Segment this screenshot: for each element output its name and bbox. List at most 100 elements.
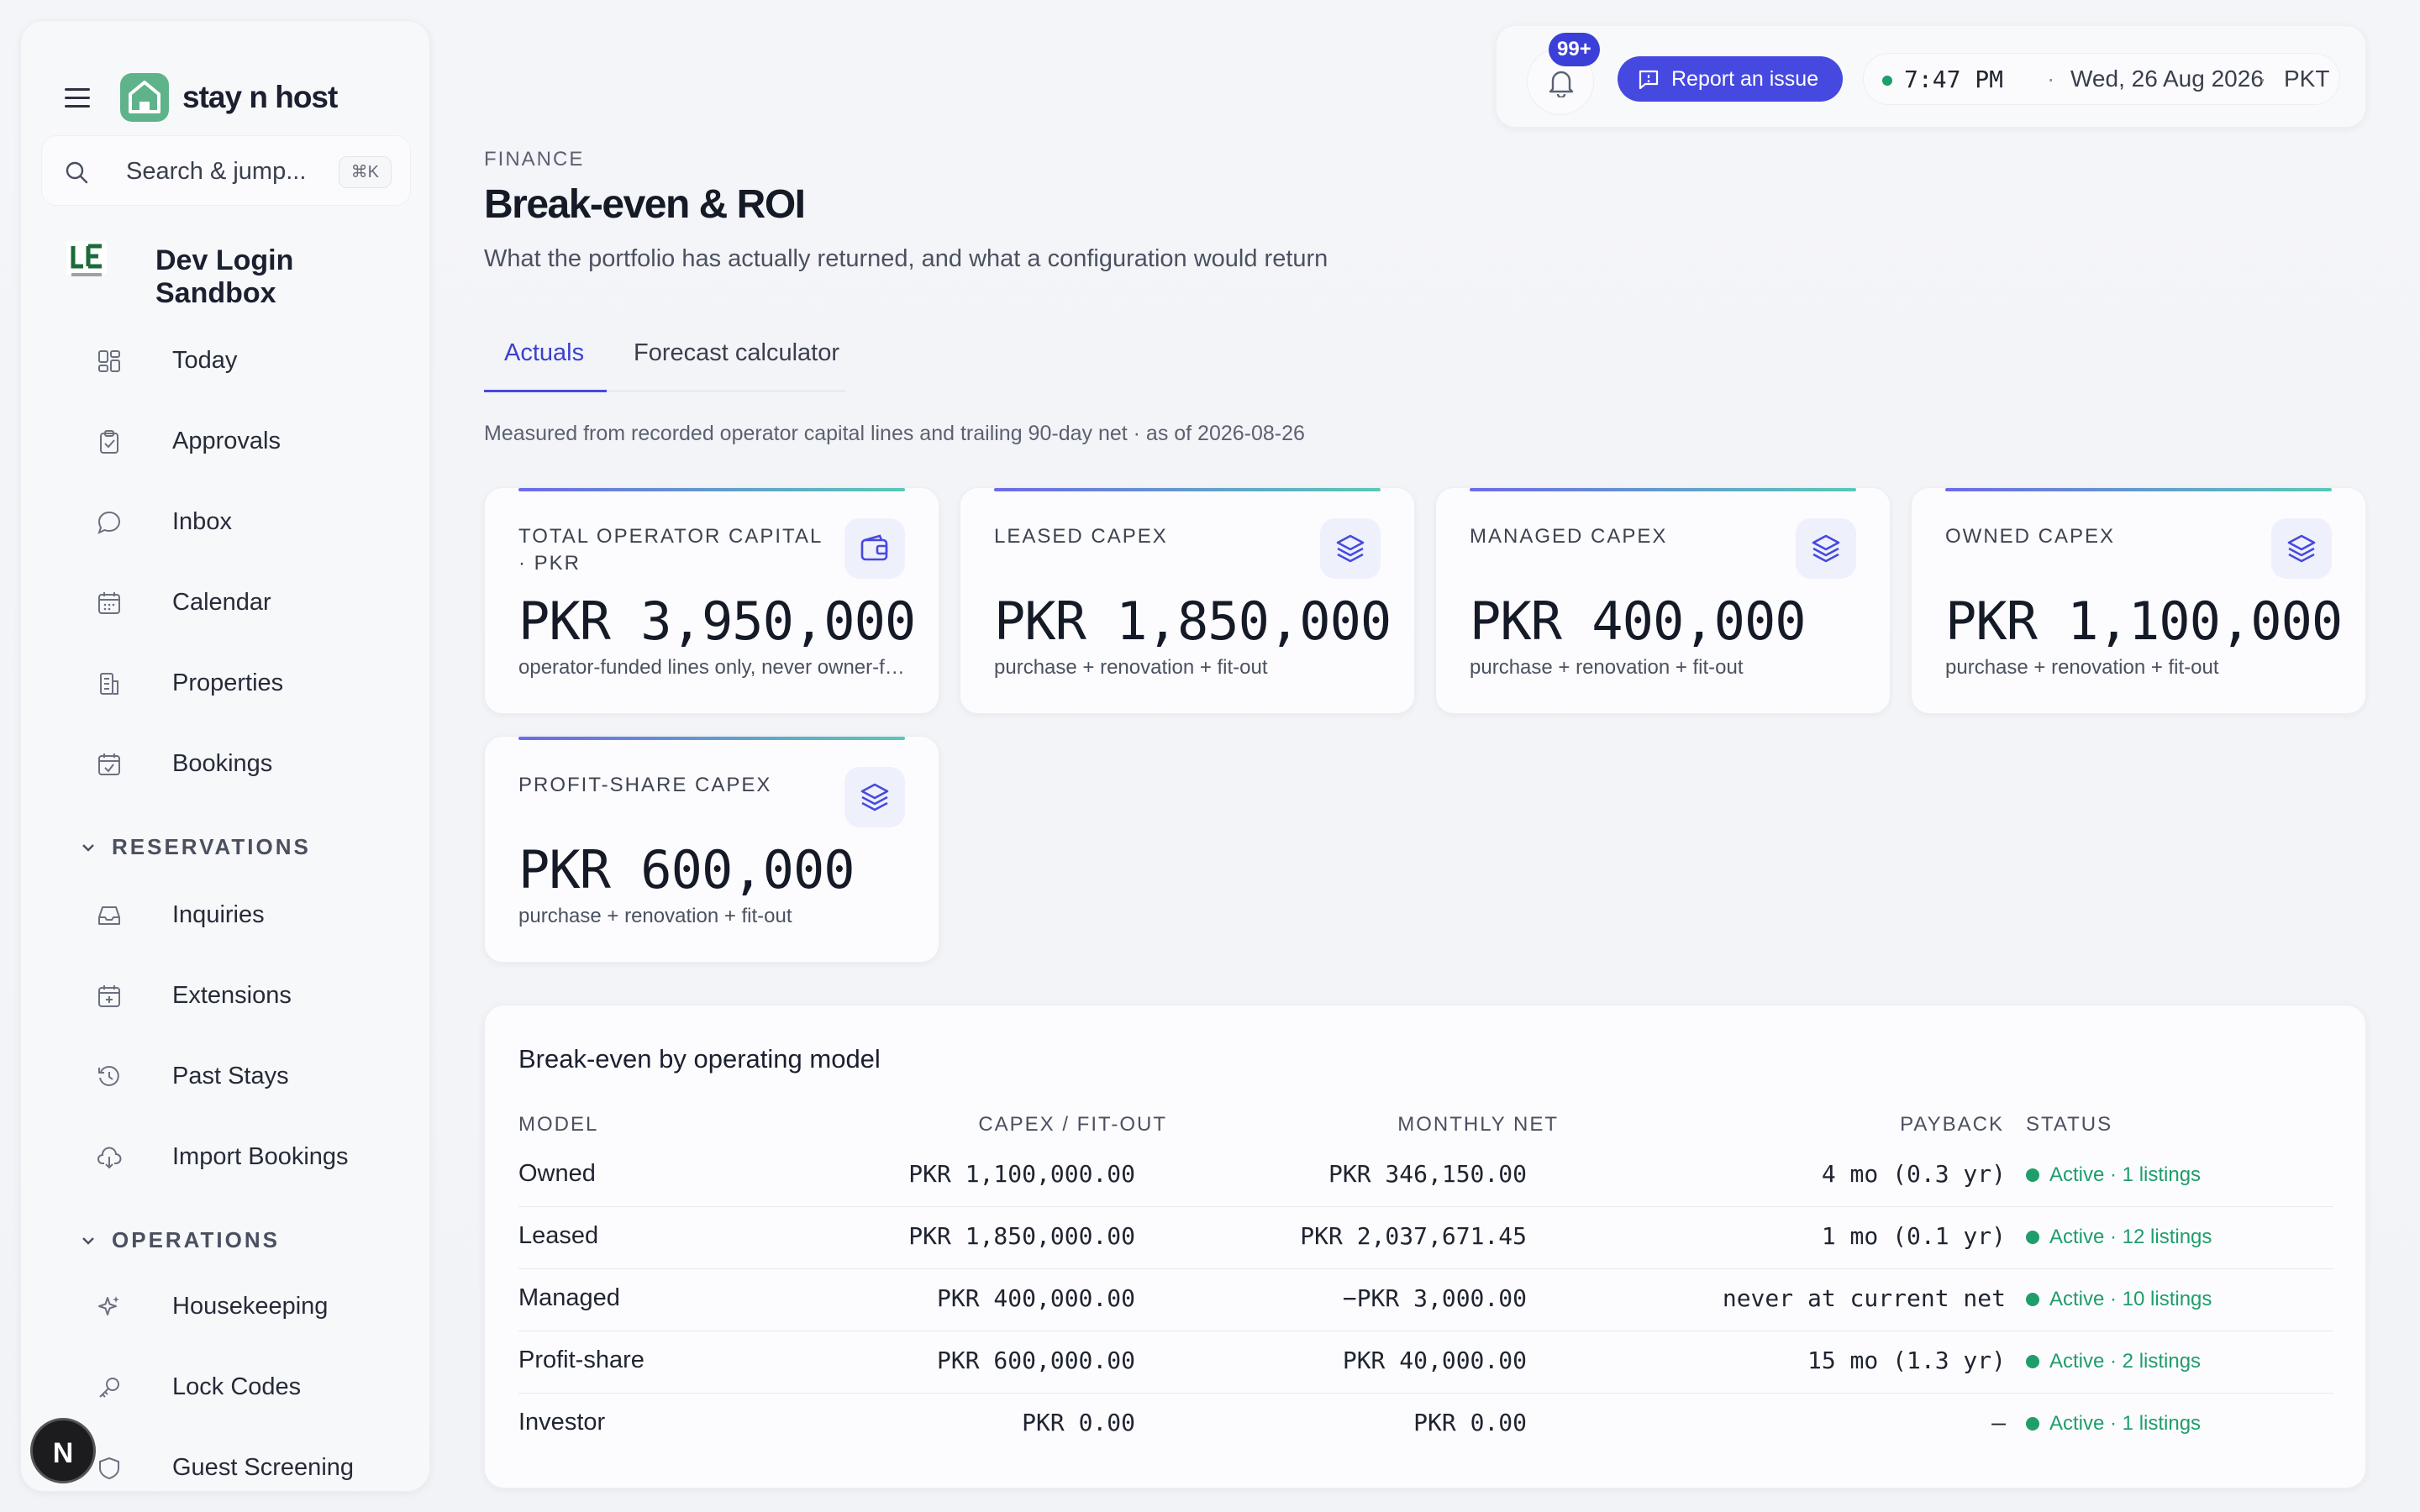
card-label: MANAGED CAPEX <box>1470 525 1668 548</box>
tab-forecast-calculator[interactable]: Forecast calculator <box>634 339 839 366</box>
sidebar-item-approvals[interactable]: Approvals <box>65 414 418 468</box>
sidebar-item-inbox[interactable]: Inbox <box>65 495 418 549</box>
section-label: OPERATIONS <box>112 1227 280 1252</box>
section-operations[interactable]: OPERATIONS <box>63 1222 416 1259</box>
sidebar-item-label: Calendar <box>172 589 271 616</box>
cell-model: Profit-share <box>518 1347 644 1373</box>
status-dot <box>2026 1355 2039 1368</box>
card-icon-box <box>1796 518 1856 579</box>
card-accent-line <box>994 488 1381 491</box>
status-dot <box>1882 76 1892 86</box>
stat-card-owned-capex: OWNED CAPEX PKR 1,100,000 purchase + ren… <box>1911 487 2366 714</box>
card-value: PKR 400,000 <box>1470 591 1807 652</box>
sidebar-item-label: Inquiries <box>172 901 265 928</box>
brand-name[interactable]: stay n host <box>182 80 338 114</box>
card-accent-line <box>1470 488 1856 491</box>
status-badge: Active · 10 listings <box>2026 1288 2212 1311</box>
card-icon-box <box>1320 518 1381 579</box>
cell-model: Investor <box>518 1409 606 1436</box>
avatar[interactable]: N <box>30 1418 96 1483</box>
building-icon <box>100 673 118 695</box>
status-text: Active · 2 listings <box>2049 1350 2202 1373</box>
card-subtext: purchase + renovation + fit-out <box>994 656 1268 679</box>
inbox-tray-icon <box>98 906 120 925</box>
sidebar-item-housekeeping[interactable]: Housekeeping <box>65 1279 418 1333</box>
card-icon-box <box>844 767 905 827</box>
active-tab-indicator <box>484 390 607 392</box>
cell-monthly-net: PKR 2,037,671.45 <box>1300 1222 1527 1250</box>
section-label: RESERVATIONS <box>112 834 311 859</box>
sidebar-item-label: Lock Codes <box>172 1373 302 1400</box>
top-status-bar: 99+ Report an issue 7:47 PM · Wed, 26 Au… <box>1496 25 2366 128</box>
sidebar-item-extensions[interactable]: Extensions <box>65 969 418 1022</box>
sidebar-item-past-stays[interactable]: Past Stays <box>65 1049 418 1103</box>
org-name: Dev Login Sandbox <box>155 244 294 309</box>
status-dot <box>2026 1293 2039 1306</box>
page-subtitle: What the portfolio has actually returned… <box>484 245 1328 272</box>
sidebar-item-label: Extensions <box>172 982 292 1009</box>
status-badge: Active · 2 listings <box>2026 1350 2201 1373</box>
card-accent-line <box>1945 488 2332 491</box>
cell-capex: PKR 0.00 <box>1022 1409 1135 1436</box>
menu-icon[interactable] <box>65 87 93 108</box>
sidebar-item-calendar[interactable]: Calendar <box>65 575 418 629</box>
layers-icon <box>860 783 889 811</box>
brand-row: stay n host <box>21 68 429 129</box>
cell-model: Leased <box>518 1222 599 1249</box>
chevron-down-icon <box>82 844 94 852</box>
card-accent-line <box>518 488 905 491</box>
sidebar-item-today[interactable]: Today <box>65 333 418 387</box>
table-row: Investor PKR 0.00 PKR 0.00 — Active · 1 … <box>518 1394 2333 1456</box>
sidebar-item-label: Bookings <box>172 750 273 777</box>
clock-separator: · <box>2047 66 2055 92</box>
column-header-capex: CAPEX / FIT-OUT <box>978 1113 1167 1136</box>
cell-payback: 4 mo (0.3 yr) <box>1821 1160 2006 1188</box>
clipboard-check-icon <box>100 430 118 454</box>
cell-monthly-net: PKR 0.00 <box>1413 1409 1527 1436</box>
calendar-icon <box>98 592 120 614</box>
sidebar-item-inquiries[interactable]: Inquiries <box>65 888 418 942</box>
sidebar-item-label: Approvals <box>172 428 281 454</box>
cell-payback: — <box>1991 1409 2006 1436</box>
search-input[interactable]: Search & jump... ⌘K <box>41 135 411 206</box>
shield-icon <box>99 1457 119 1480</box>
card-subtext: purchase + renovation + fit-out <box>1470 656 1744 679</box>
home-logo-icon[interactable] <box>120 73 169 122</box>
clock-timezone: PKT <box>2284 66 2330 92</box>
stat-card-managed-capex: MANAGED CAPEX PKR 400,000 purchase + ren… <box>1435 487 1891 714</box>
tab-actuals[interactable]: Actuals <box>504 339 585 366</box>
status-text: Active · 10 listings <box>2049 1288 2212 1310</box>
cloud-download-icon <box>97 1147 122 1169</box>
sidebar-item-properties[interactable]: Properties <box>65 656 418 710</box>
column-header-monthly-net: MONTHLY NET <box>1397 1113 1559 1136</box>
section-reservations[interactable]: RESERVATIONS <box>63 829 416 866</box>
sidebar-item-bookings[interactable]: Bookings <box>65 737 418 790</box>
cell-monthly-net: −PKR 3,000.00 <box>1342 1284 1527 1312</box>
cell-capex: PKR 1,100,000.00 <box>908 1160 1135 1188</box>
sidebar-item-label: Properties <box>172 669 284 696</box>
measured-note: Measured from recorded operator capital … <box>484 422 1305 445</box>
search-placeholder: Search & jump... <box>126 158 307 185</box>
card-subtext: operator-funded lines only, never owner-… <box>518 656 913 679</box>
sidebar-item-lock-codes[interactable]: Lock Codes <box>65 1360 418 1414</box>
status-dot <box>2026 1168 2039 1182</box>
sidebar-item-guest-screening[interactable]: Guest Screening <box>65 1441 418 1491</box>
status-dot <box>2026 1417 2039 1431</box>
status-badge: Active · 12 listings <box>2026 1226 2212 1249</box>
panel-title: Break-even by operating model <box>518 1044 881 1074</box>
report-issue-label: Report an issue <box>1671 67 1819 91</box>
report-issue-button[interactable]: Report an issue <box>1618 56 1843 102</box>
cell-model: Managed <box>518 1284 620 1311</box>
sidebar-item-import-bookings[interactable]: Import Bookings <box>65 1130 418 1184</box>
sparkles-icon <box>98 1296 119 1315</box>
card-label: PROFIT-SHARE CAPEX <box>518 774 772 796</box>
column-header-model: MODEL <box>518 1113 599 1136</box>
sidebar: stay n host Search & jump... ⌘K Dev Logi… <box>20 20 430 1492</box>
card-label: LEASED CAPEX <box>994 525 1168 548</box>
bell-icon <box>1549 71 1574 97</box>
card-label: TOTAL OPERATOR CAPITAL · PKR <box>518 525 823 575</box>
stat-card-total-operator-capital: TOTAL OPERATOR CAPITAL · PKR PKR 3,950,0… <box>484 487 939 714</box>
org-switcher[interactable]: Dev Login Sandbox <box>65 233 418 309</box>
sidebar-item-label: Today <box>172 347 238 374</box>
card-value: PKR 1,850,000 <box>994 591 1392 652</box>
